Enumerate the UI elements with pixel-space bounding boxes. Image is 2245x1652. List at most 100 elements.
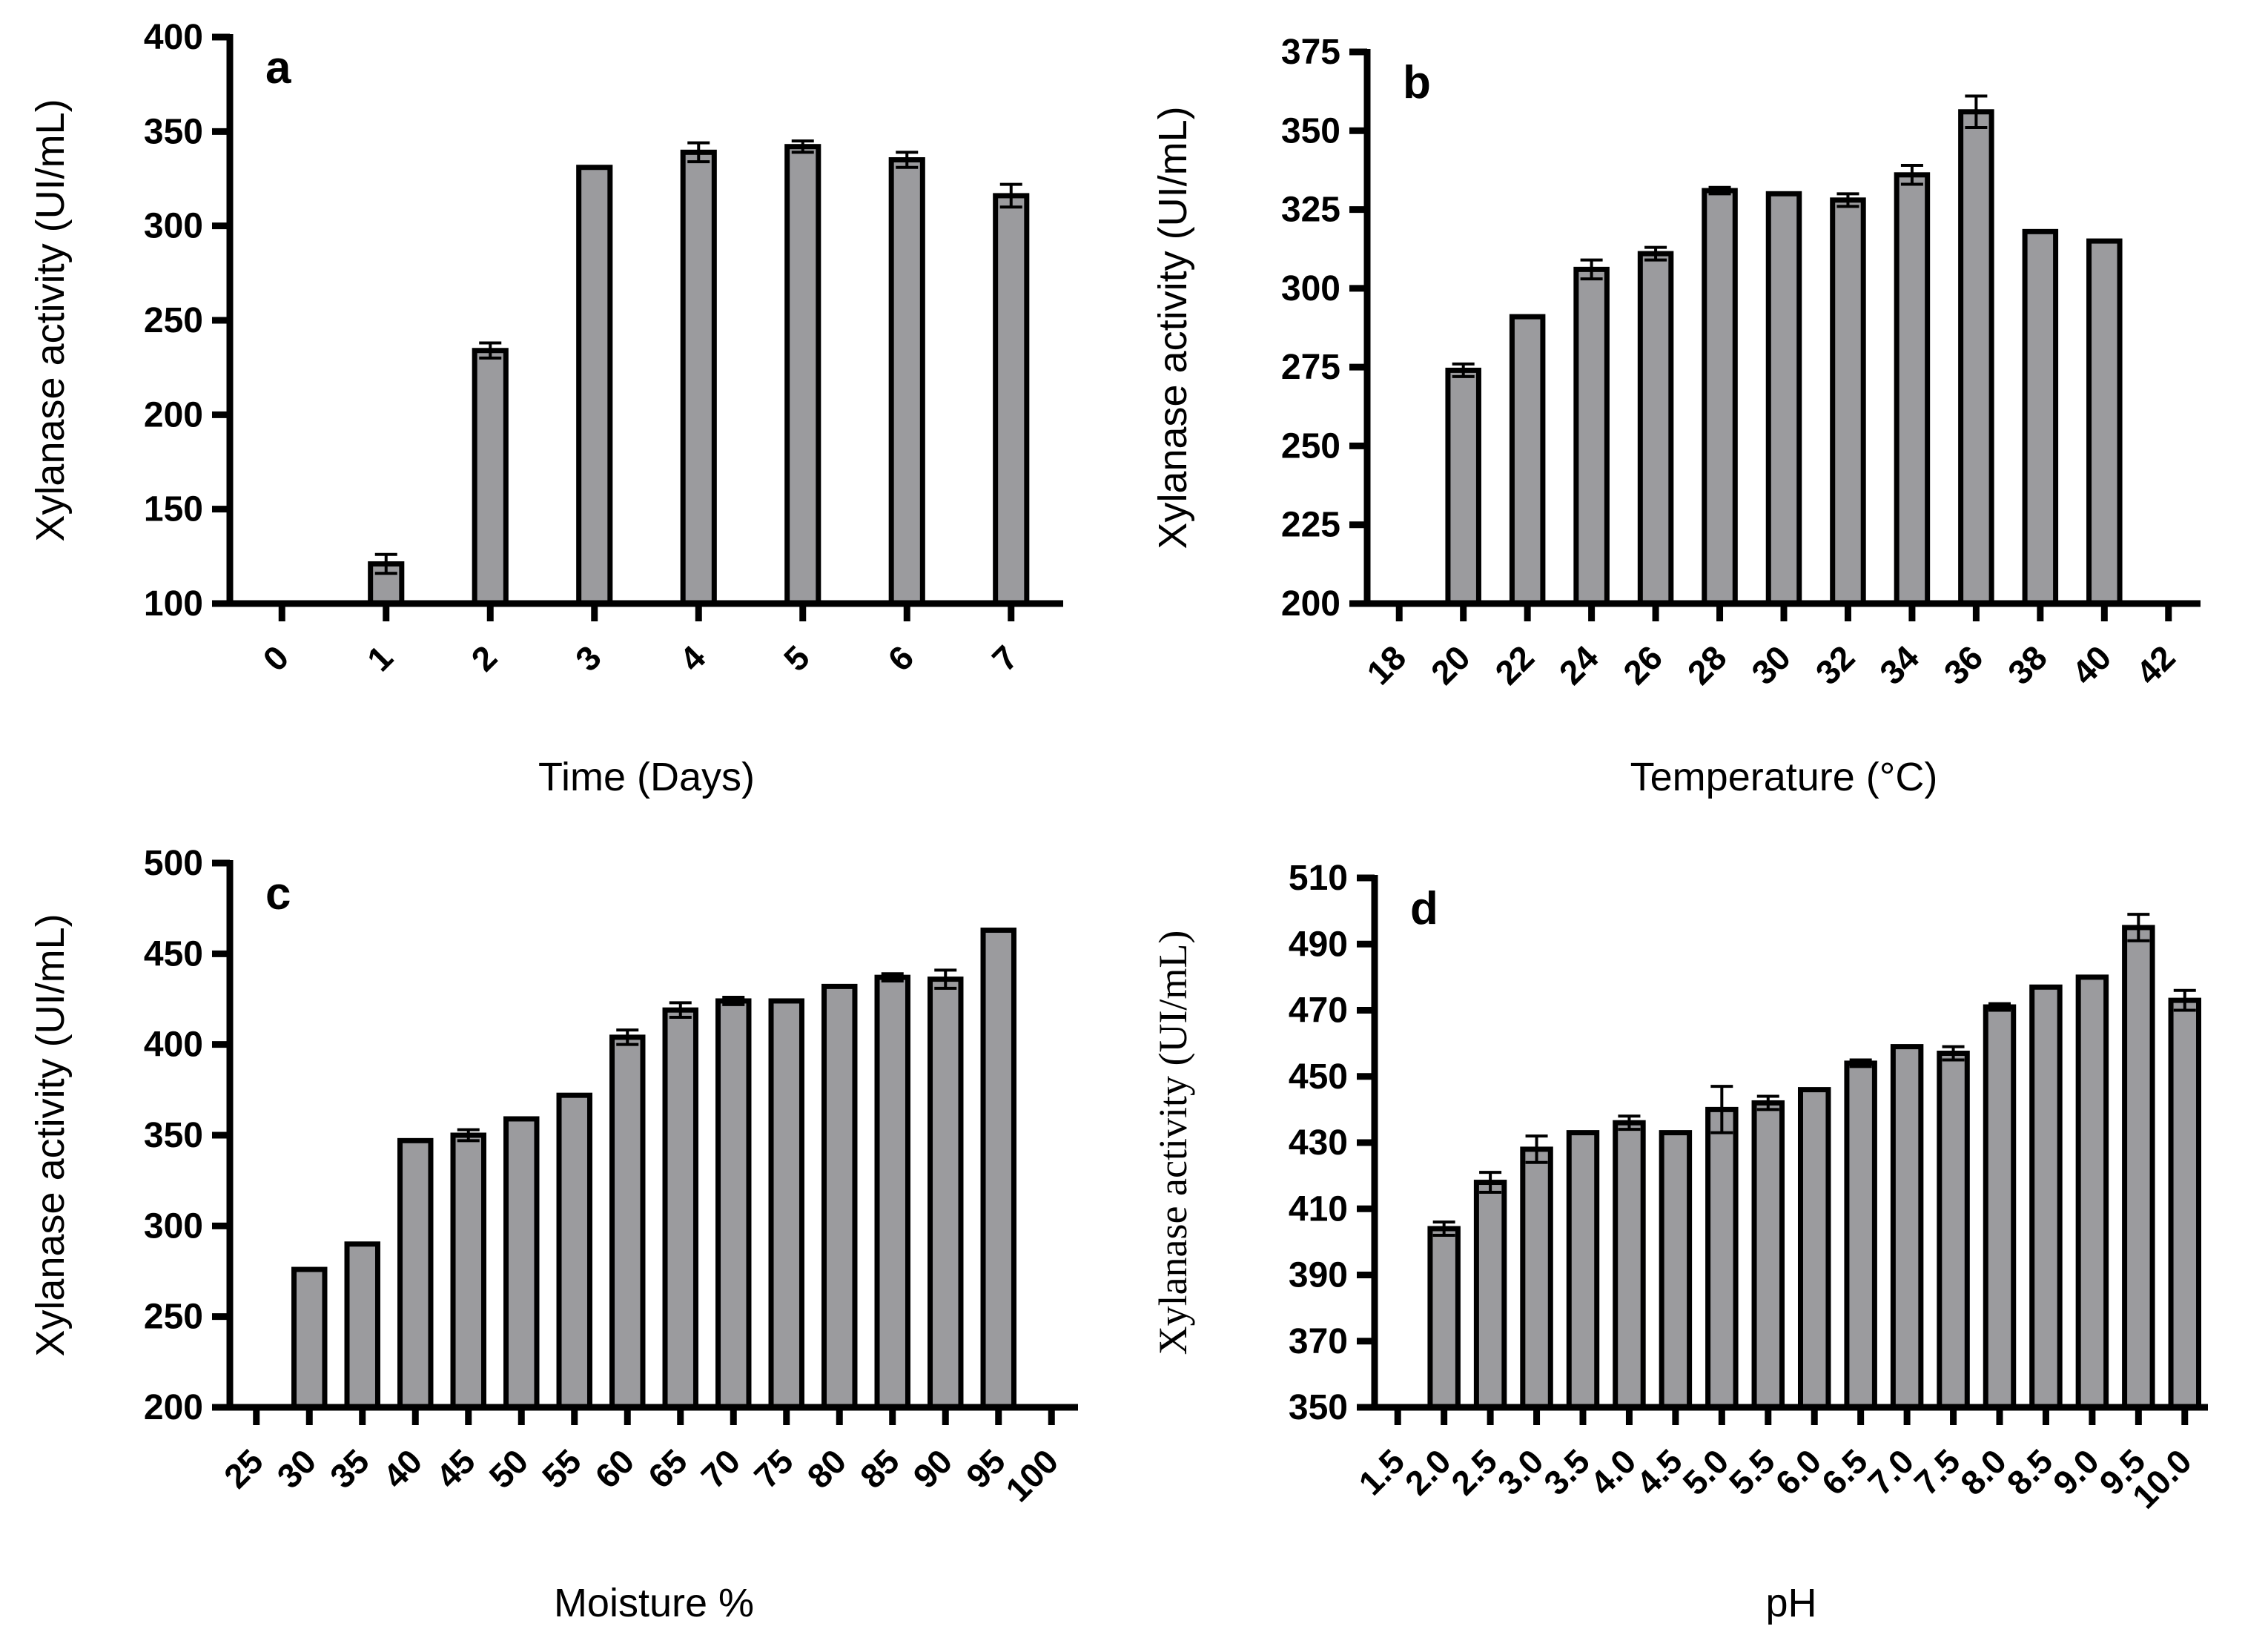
y-tick-label: 400 bbox=[144, 1025, 203, 1065]
bar-d-5.0 bbox=[1705, 1106, 1739, 1410]
bar-d-3.5 bbox=[1566, 1130, 1600, 1410]
error-bar-a-7 bbox=[999, 182, 1022, 209]
bar-b-36 bbox=[1958, 109, 1994, 607]
bar-c-40 bbox=[397, 1137, 434, 1410]
error-bar-d-9.5 bbox=[2127, 913, 2150, 942]
bar-c-80 bbox=[821, 983, 858, 1410]
bar-d-9.0 bbox=[2075, 974, 2109, 1410]
y-tick-label: 370 bbox=[1289, 1322, 1348, 1361]
x-tick-label: 65 bbox=[641, 1441, 695, 1496]
error-bar-b-36 bbox=[1965, 94, 1988, 130]
y-tick-label: 430 bbox=[1289, 1123, 1348, 1163]
x-tick-label: 38 bbox=[2000, 638, 2054, 692]
bar-b-38 bbox=[2022, 228, 2059, 607]
error-bar-d-2.0 bbox=[1432, 1220, 1455, 1237]
x-tick-label: 25 bbox=[216, 1441, 271, 1496]
error-bar-d-8.0 bbox=[1988, 1002, 2011, 1012]
bar-a-6 bbox=[888, 157, 925, 607]
error-bar-d-2.5 bbox=[1479, 1171, 1502, 1194]
y-tick-label: 350 bbox=[1281, 111, 1340, 151]
error-bar-b-24 bbox=[1580, 258, 1603, 281]
error-bar-a-2 bbox=[479, 341, 502, 360]
panel-letter-c: c bbox=[265, 868, 291, 919]
bar-a-2 bbox=[472, 348, 509, 607]
y-tick-label: 300 bbox=[1281, 269, 1340, 308]
error-bar-d-3.0 bbox=[1525, 1134, 1548, 1164]
panel-a-time-chart: 100 150 200 250 300 350 400 0 1 2 3 4 5 6 7 a Time (Days… bbox=[0, 0, 1122, 826]
y-tick-label: 350 bbox=[144, 1116, 203, 1155]
x-tick-label: 30 bbox=[269, 1441, 323, 1496]
x-tick-label: 26 bbox=[1616, 638, 1670, 692]
chart-svg-d: 3503703904104304504704905101.52.02.53.03… bbox=[1151, 859, 2208, 1625]
y-tick-label: 375 bbox=[1281, 33, 1340, 72]
bar-b-26 bbox=[1637, 251, 1674, 607]
x-tick-label: 3 bbox=[568, 638, 609, 678]
error-bar-c-85 bbox=[881, 972, 904, 983]
x-tick-label: 28 bbox=[1680, 638, 1734, 692]
bar-d-7.5 bbox=[1937, 1051, 1970, 1410]
error-bar-a-6 bbox=[896, 151, 919, 169]
error-bar-d-5.5 bbox=[1756, 1094, 1779, 1111]
bar-c-50 bbox=[503, 1116, 540, 1410]
x-tick-label: 40 bbox=[2064, 638, 2118, 692]
x-tick-label: 7 bbox=[985, 638, 1025, 678]
y-tick-label: 150 bbox=[144, 490, 203, 529]
x-tick-label: 42 bbox=[2129, 638, 2183, 692]
x-tick-label: 6 bbox=[880, 638, 921, 678]
bar-d-3.0 bbox=[1520, 1146, 1553, 1410]
error-bar-c-70 bbox=[722, 996, 745, 1006]
y-tick-label: 470 bbox=[1289, 991, 1348, 1031]
y-axis-title: Xylanase activity (UI/mL) bbox=[28, 99, 73, 541]
error-bar-a-4 bbox=[687, 141, 710, 164]
x-tick-label: 1 bbox=[360, 638, 400, 678]
bar-c-75 bbox=[768, 998, 804, 1410]
x-tick-label: 40 bbox=[375, 1441, 429, 1496]
x-axis-title: Temperature (°C) bbox=[1630, 755, 1938, 799]
x-tick-label: 2 bbox=[463, 638, 504, 678]
y-axis-title: Xylanase activity (UI/mL) bbox=[1151, 106, 1195, 549]
error-bar-c-65 bbox=[669, 1001, 692, 1019]
bar-d-5.5 bbox=[1751, 1100, 1785, 1410]
error-bar-a-1 bbox=[374, 552, 397, 575]
bar-b-28 bbox=[1702, 188, 1738, 607]
y-tick-label: 250 bbox=[1281, 426, 1340, 466]
y-tick-label: 400 bbox=[144, 18, 203, 57]
error-bar-b-20 bbox=[1452, 362, 1475, 378]
y-axis-title: Xylanase activity (UI/mL) bbox=[28, 913, 73, 1356]
y-tick-label: 350 bbox=[1289, 1388, 1348, 1427]
error-bar-d-6.5 bbox=[1849, 1058, 1872, 1068]
y-tick-label: 500 bbox=[144, 844, 203, 883]
x-tick-label: 36 bbox=[1937, 638, 1991, 692]
bar-a-7 bbox=[993, 193, 1030, 607]
y-tick-label: 510 bbox=[1289, 859, 1348, 898]
x-axis-title: pH bbox=[1765, 1581, 1816, 1625]
bar-d-7.0 bbox=[1890, 1044, 1924, 1410]
bar-d-10.0 bbox=[2168, 997, 2202, 1410]
bar-c-35 bbox=[344, 1241, 380, 1410]
error-bar-c-60 bbox=[616, 1028, 639, 1046]
x-axis-title: Moisture % bbox=[554, 1581, 754, 1625]
x-tick-label: 32 bbox=[1808, 638, 1862, 692]
error-bar-c-45 bbox=[457, 1128, 480, 1143]
bar-c-30 bbox=[291, 1266, 328, 1410]
y-tick-label: 410 bbox=[1289, 1189, 1348, 1229]
bar-d-4.5 bbox=[1659, 1130, 1693, 1410]
bar-a-5 bbox=[784, 144, 821, 607]
bar-b-34 bbox=[1894, 172, 1931, 607]
bar-c-60 bbox=[609, 1034, 646, 1410]
error-bar-b-34 bbox=[1900, 164, 1923, 186]
bar-c-45 bbox=[450, 1132, 486, 1410]
x-tick-label: 34 bbox=[1872, 638, 1926, 692]
error-bar-c-90 bbox=[934, 968, 957, 990]
error-bar-d-7.5 bbox=[1942, 1045, 1965, 1062]
y-tick-label: 300 bbox=[144, 1206, 203, 1246]
bar-b-30 bbox=[1765, 191, 1802, 607]
bar-a-3 bbox=[576, 165, 613, 607]
x-tick-label: 90 bbox=[905, 1441, 959, 1496]
y-tick-label: 300 bbox=[144, 207, 203, 246]
x-tick-label: 18 bbox=[1359, 638, 1413, 692]
bar-c-85 bbox=[874, 974, 910, 1410]
x-tick-label: 50 bbox=[481, 1441, 535, 1496]
x-tick-label: 24 bbox=[1552, 638, 1606, 692]
bar-b-40 bbox=[2086, 238, 2123, 607]
